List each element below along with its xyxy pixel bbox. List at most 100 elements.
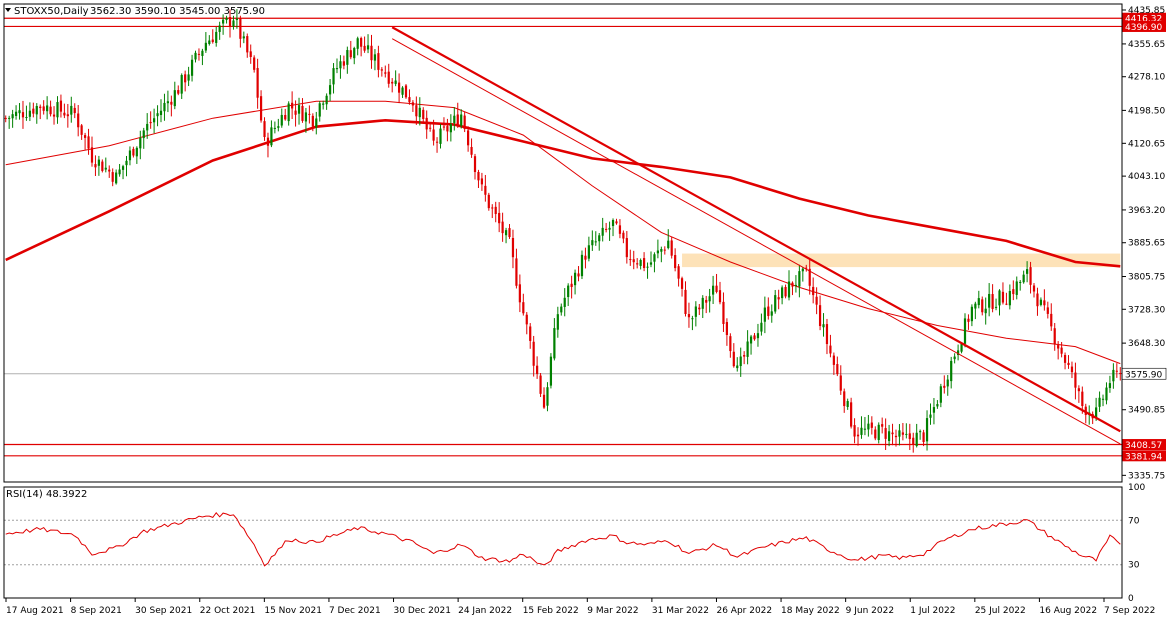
- candle-body: [11, 114, 14, 119]
- candle: [1105, 382, 1108, 405]
- level-price-tag: [1122, 450, 1166, 462]
- dropdown-triangle-icon[interactable]: [5, 8, 11, 12]
- candle: [546, 382, 549, 412]
- candle: [439, 123, 442, 149]
- candle-body: [270, 127, 273, 146]
- candle-body: [791, 282, 794, 287]
- candle: [749, 334, 753, 355]
- price-tick-label: 4120.65: [1128, 139, 1165, 149]
- candle-body: [394, 80, 397, 84]
- candle: [246, 33, 249, 58]
- candle: [494, 201, 497, 223]
- candle: [853, 418, 856, 444]
- candle: [1001, 282, 1005, 305]
- candle-body: [663, 249, 666, 251]
- candle: [135, 146, 138, 164]
- candle: [73, 103, 76, 119]
- candle: [584, 247, 587, 269]
- candle-body: [839, 375, 842, 391]
- candle-body: [577, 273, 580, 277]
- candle: [4, 115, 7, 123]
- candle-body: [598, 235, 601, 242]
- candle: [953, 353, 956, 364]
- candle: [615, 218, 618, 225]
- candle: [11, 109, 14, 128]
- candle-body: [1081, 391, 1084, 407]
- candle: [760, 313, 763, 336]
- candle-body: [366, 45, 370, 50]
- price-tick-label: 3885.65: [1128, 239, 1165, 249]
- candle-body: [363, 45, 366, 51]
- candle-body: [818, 305, 822, 327]
- candle-body: [708, 296, 711, 302]
- candle-body: [121, 166, 125, 170]
- candle: [939, 383, 942, 408]
- candle: [1108, 375, 1112, 393]
- candle-body: [881, 424, 884, 427]
- level-price-tag-label: 4396.90: [1125, 23, 1162, 33]
- candle-body: [1060, 347, 1063, 354]
- candle-body: [684, 289, 687, 314]
- candle-body: [781, 287, 784, 299]
- candle: [846, 398, 849, 410]
- candle: [881, 417, 884, 434]
- trendline-thin[interactable]: [391, 38, 1121, 445]
- candle: [694, 301, 697, 327]
- price-tick-label: 4355.65: [1128, 40, 1165, 50]
- rsi-tick-label: 0: [1128, 594, 1134, 604]
- candle-body: [508, 228, 511, 238]
- candle-body: [104, 167, 107, 170]
- candle: [228, 9, 232, 38]
- candle-body: [542, 394, 546, 408]
- candle: [366, 34, 370, 54]
- candle: [815, 287, 818, 315]
- candle-body: [608, 227, 611, 230]
- candle-body: [729, 336, 732, 352]
- candle: [422, 107, 425, 124]
- date-tick-label: 31 Mar 2022: [652, 606, 709, 616]
- candle-body: [1067, 362, 1070, 366]
- candle-body: [536, 365, 539, 374]
- candle-body: [674, 255, 677, 269]
- candle: [677, 263, 680, 287]
- candle-body: [498, 212, 501, 224]
- candle: [363, 36, 366, 53]
- candle-body: [14, 111, 18, 116]
- candle-body: [197, 53, 201, 55]
- candle: [277, 118, 280, 132]
- candle-body: [425, 117, 428, 130]
- candle-body: [1026, 269, 1029, 274]
- candle: [808, 258, 811, 295]
- candle: [104, 157, 107, 173]
- candle-body: [291, 102, 294, 109]
- candle-body: [656, 250, 659, 254]
- candle: [536, 356, 539, 379]
- candle: [763, 296, 766, 334]
- price-tick-label: 3805.75: [1128, 273, 1165, 283]
- candle-body: [166, 101, 170, 104]
- candle: [1019, 280, 1022, 291]
- trendline-thick[interactable]: [391, 26, 1121, 433]
- price-tick-label: 3490.85: [1128, 406, 1165, 416]
- candle: [946, 375, 949, 396]
- candle-body: [215, 31, 218, 43]
- candle: [273, 121, 276, 134]
- candle: [35, 103, 38, 124]
- candle-body: [994, 306, 998, 308]
- candle-body: [225, 17, 228, 21]
- candle-body: [853, 425, 856, 437]
- candle: [1005, 292, 1008, 306]
- candle: [146, 113, 149, 139]
- candle: [967, 314, 970, 330]
- candle: [646, 262, 649, 279]
- candle: [332, 63, 335, 94]
- candle: [346, 46, 349, 74]
- candle: [308, 105, 311, 124]
- candle: [456, 102, 459, 128]
- candle: [197, 48, 201, 61]
- candle: [908, 423, 911, 451]
- candle: [56, 96, 59, 124]
- candle: [991, 284, 994, 313]
